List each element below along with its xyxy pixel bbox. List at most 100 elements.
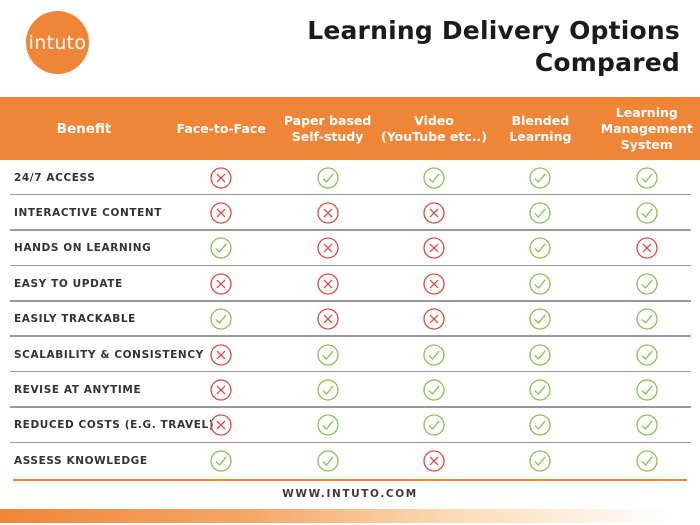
check-icon <box>529 273 552 295</box>
check-icon <box>636 414 658 437</box>
check-icon <box>529 167 552 189</box>
cross-icon <box>316 237 339 260</box>
cell-not-supported <box>594 237 700 260</box>
table-row: REVISE AT ANYTIME <box>0 372 700 409</box>
column-header-face-to-face: Face-to-Face <box>176 120 266 136</box>
check-icon <box>423 167 445 189</box>
cell-supported <box>594 414 700 437</box>
cross-icon <box>210 343 232 366</box>
check-icon <box>636 450 658 472</box>
cross-icon <box>210 379 232 401</box>
check-icon <box>316 414 339 437</box>
cell-supported <box>594 273 700 295</box>
check-icon <box>529 202 552 224</box>
logo-text: intuto <box>28 31 87 54</box>
cell-not-supported <box>274 237 380 260</box>
check-icon <box>636 273 658 295</box>
table-row: SCALABILITY & CONSISTENCY <box>0 337 700 373</box>
check-icon <box>316 343 339 366</box>
table-row: ASSESS KNOWLEDGE <box>0 443 700 478</box>
table-row: INTERACTIVE CONTENT <box>0 195 700 232</box>
cell-supported <box>274 379 380 401</box>
cell-supported <box>487 379 593 401</box>
cell-supported <box>594 343 700 366</box>
footer-divider <box>13 478 687 482</box>
row-label: EASY TO UPDATE <box>14 277 123 290</box>
table-body: 24/7 ACCESS INTERACTIVE CONTENT HANDS ON… <box>0 160 700 479</box>
intuto-logo: intuto <box>26 11 89 74</box>
cross-icon <box>210 167 232 189</box>
check-icon <box>529 343 552 366</box>
cell-not-supported <box>381 308 487 330</box>
website-url: WWW.INTUTO.COM <box>282 488 418 501</box>
cross-icon <box>423 273 445 295</box>
check-icon <box>636 308 658 330</box>
check-icon <box>423 343 445 366</box>
cell-supported <box>487 167 593 189</box>
cell-supported <box>594 202 700 224</box>
cell-supported <box>487 273 593 295</box>
title-line-1: Learning Delivery Options <box>307 16 680 45</box>
check-icon <box>529 237 552 260</box>
check-icon <box>316 379 339 401</box>
cell-supported <box>594 450 700 472</box>
cross-icon <box>423 237 445 260</box>
check-icon <box>636 343 658 366</box>
cell-supported <box>274 343 380 366</box>
cell-supported <box>487 414 593 437</box>
cell-not-supported <box>168 273 274 295</box>
column-header-benefit: Benefit <box>56 120 112 137</box>
title-line-2: Compared <box>534 48 680 77</box>
table-header-row: Benefit Face-to-Face Paper based Self-st… <box>0 97 700 160</box>
cell-not-supported <box>168 343 274 366</box>
cross-icon <box>423 308 445 330</box>
cell-supported <box>274 450 380 472</box>
cell-supported <box>168 237 274 260</box>
row-label: SCALABILITY & CONSISTENCY <box>14 348 204 361</box>
cell-not-supported <box>274 202 380 224</box>
column-header-blended-learning: Blended Learning <box>509 112 572 144</box>
row-label: INTERACTIVE CONTENT <box>14 207 163 220</box>
check-icon <box>316 167 339 189</box>
bottom-gradient-bar <box>0 509 700 523</box>
cell-supported <box>274 414 380 437</box>
cell-supported <box>594 379 700 401</box>
cell-not-supported <box>274 273 380 295</box>
cell-supported <box>274 167 380 189</box>
column-header-lms: Learning Management System <box>600 104 693 152</box>
cell-supported <box>381 343 487 366</box>
check-icon <box>636 167 658 189</box>
check-icon <box>210 308 232 330</box>
check-icon <box>636 202 658 224</box>
cell-not-supported <box>274 308 380 330</box>
cell-not-supported <box>381 237 487 260</box>
cross-icon <box>316 273 339 295</box>
cell-supported <box>594 308 700 330</box>
cross-icon <box>316 202 339 224</box>
table-row: EASILY TRACKABLE <box>0 302 700 338</box>
cell-supported <box>381 167 487 189</box>
cell-supported <box>381 379 487 401</box>
cell-supported <box>487 450 593 472</box>
table-row: REDUCED COSTS (E.G. TRAVEL) <box>0 408 700 444</box>
row-label: ASSESS KNOWLEDGE <box>14 454 148 467</box>
check-icon <box>316 450 339 472</box>
check-icon <box>210 237 232 260</box>
cross-icon <box>210 202 232 224</box>
cell-not-supported <box>168 202 274 224</box>
check-icon <box>210 450 232 472</box>
cross-icon <box>210 273 232 295</box>
table-row: 24/7 ACCESS <box>0 160 700 196</box>
cross-icon <box>316 308 339 330</box>
check-icon <box>423 379 445 401</box>
cell-supported <box>594 167 700 189</box>
cell-not-supported <box>381 202 487 224</box>
cell-not-supported <box>168 379 274 401</box>
cell-not-supported <box>168 414 274 437</box>
cross-icon <box>636 237 658 260</box>
cell-supported <box>381 414 487 437</box>
table-row: EASY TO UPDATE <box>0 266 700 302</box>
row-label: REDUCED COSTS (E.G. TRAVEL) <box>14 419 215 432</box>
row-label: HANDS ON LEARNING <box>14 242 152 255</box>
